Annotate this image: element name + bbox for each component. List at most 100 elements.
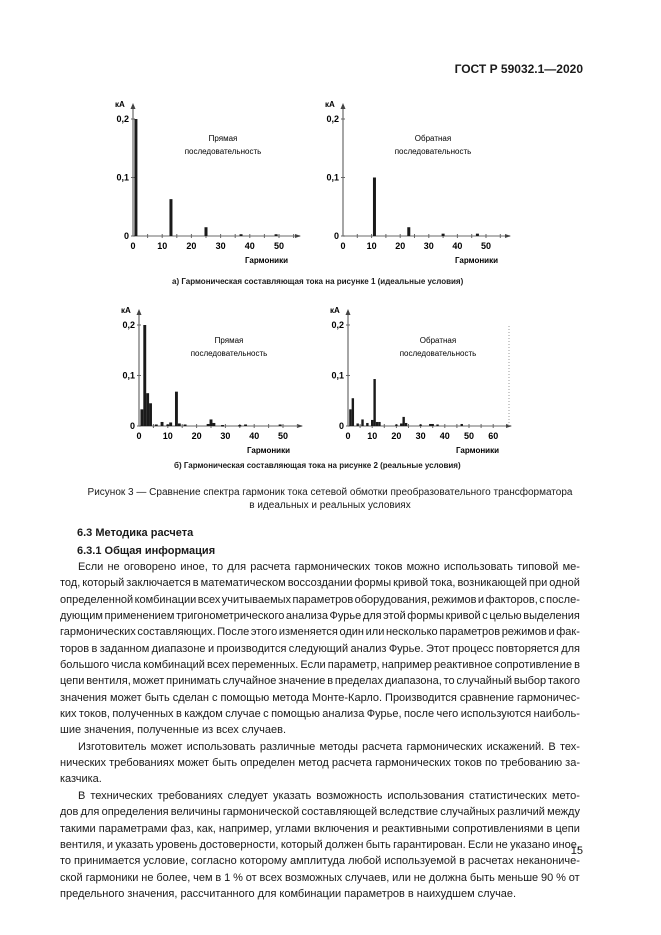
- text-line: определенной комбинации всех учитываемых пар…: [60, 593, 580, 606]
- y-axis-label: кА: [121, 306, 131, 315]
- harmonic-bar: [143, 325, 147, 426]
- x-tick-label: 50: [464, 431, 474, 441]
- y-tick-label: 0,1: [331, 371, 344, 381]
- harmonic-bar: [375, 421, 379, 426]
- x-tick-label: 30: [416, 431, 426, 441]
- harmonic-bar: [174, 391, 178, 426]
- y-tick-label: 0,2: [326, 114, 339, 124]
- y-tick-label: 0,1: [122, 371, 135, 381]
- subsection-heading: 6.3.1 Общая информация: [77, 545, 216, 557]
- harmonic-bar: [183, 424, 187, 426]
- chart-a-negative-sequence: кА 0 0,1 0,2 0 10 20 30 40 50 Гармоники Обратная пос…: [325, 100, 511, 265]
- harmonic-bar: [361, 419, 364, 426]
- harmonic-bar: [407, 227, 411, 236]
- text-line: тод, который заключается в математическом вос…: [60, 577, 580, 590]
- harmonic-bar: [371, 419, 374, 426]
- y-tick-label: 0: [124, 231, 129, 241]
- sequence-annotation: последовательность: [191, 349, 268, 358]
- harmonic-bar: [441, 233, 445, 236]
- caption-line: Рисунок 3 — Сравнение спектра гармоник т…: [87, 487, 573, 498]
- text-line: вентиля, и указать уровень достоверности, кот…: [60, 838, 580, 851]
- harmonic-bar: [212, 422, 216, 426]
- harmonic-bar: [373, 379, 376, 426]
- harmonic-bar: [177, 423, 181, 426]
- harmonic-bar: [356, 423, 359, 426]
- x-tick-label: 30: [424, 241, 434, 251]
- chart-b-direct-sequence: кА 0 0,1 0,2 0 10 20 30 40 50 Гармоники Прямая после…: [121, 306, 303, 455]
- x-tick-label: 40: [245, 241, 255, 251]
- harmonic-bar: [351, 398, 355, 426]
- text-line: казчика.: [60, 773, 102, 786]
- harmonic-bar: [429, 423, 432, 426]
- x-tick-label: 10: [367, 241, 377, 251]
- harmonic-bar: [395, 424, 398, 426]
- text-line: ской гармоники не более, чем в 1% от всех возможн…: [60, 871, 580, 884]
- subcaption-a: а) Гармоническая составляющая тока на ри…: [172, 277, 464, 286]
- harmonic-bar: [169, 199, 173, 236]
- x-tick-label: 10: [157, 241, 167, 251]
- harmonic-bar: [274, 234, 278, 236]
- x-tick-label: 20: [391, 431, 401, 441]
- x-tick-label: 30: [220, 431, 230, 441]
- chart-b-negative-sequence: кА 0 0,1 0,2 0 10 20 30 40 50 60 Гармоники Обратная п…: [330, 306, 512, 455]
- text-line: значения может быть сделан с помощью метода Мон…: [60, 691, 580, 704]
- sequence-annotation: Обратная: [420, 336, 456, 345]
- harmonic-bar: [378, 421, 381, 426]
- harmonic-bar: [160, 421, 164, 426]
- x-tick-label: 20: [192, 431, 202, 441]
- x-tick-label: 0: [130, 241, 135, 251]
- x-tick-label: 20: [186, 241, 196, 251]
- text-line: шие значения, полученные из всех случаев.: [60, 724, 287, 737]
- y-axis-label: кА: [325, 100, 335, 109]
- harmonic-bar: [436, 424, 439, 426]
- harmonic-bar: [154, 424, 158, 426]
- x-axis-label: Гармоники: [456, 446, 499, 455]
- x-tick-label: 60: [488, 431, 498, 441]
- harmonic-bar: [140, 409, 144, 426]
- x-axis-arrow-icon: [295, 234, 301, 238]
- harmonic-bar: [402, 416, 405, 426]
- x-tick-label: 10: [163, 431, 173, 441]
- text-line: торов в заданном диапазоне и производится след…: [60, 642, 580, 655]
- section-heading: 6.3 Методика расчета: [77, 527, 194, 539]
- harmonic-bar: [149, 403, 152, 426]
- y-tick-label: 0: [334, 231, 339, 241]
- x-tick-label: 50: [481, 241, 491, 251]
- harmonic-bar: [278, 424, 282, 426]
- y-tick-label: 0,1: [116, 173, 129, 183]
- harmonic-bar: [239, 234, 243, 236]
- y-tick-label: 0,2: [331, 320, 344, 330]
- harmonic-bar: [419, 424, 422, 426]
- y-axis-label: кА: [330, 306, 340, 315]
- x-tick-label: 30: [216, 241, 226, 251]
- x-axis-label: Гармоники: [455, 256, 498, 265]
- text-line: такими параметрами фаз, как, например, углами…: [60, 822, 580, 835]
- y-axis-label: кА: [115, 100, 125, 109]
- harmonic-bar: [244, 424, 248, 426]
- sequence-annotation: последовательность: [395, 147, 472, 156]
- body-text: Если не оговорено иное, то для расчета гармонич…: [60, 559, 580, 902]
- page-number: 15: [570, 845, 583, 857]
- sequence-annotation: Прямая: [209, 134, 238, 143]
- x-axis-arrow-icon: [297, 424, 303, 428]
- x-tick-label: 0: [136, 431, 141, 441]
- x-tick-label: 20: [395, 241, 405, 251]
- x-tick-label: 40: [249, 431, 259, 441]
- x-tick-label: 10: [367, 431, 377, 441]
- harmonic-bar: [166, 424, 170, 426]
- x-axis-label: Гармоники: [247, 446, 290, 455]
- y-tick-label: 0,2: [116, 114, 129, 124]
- y-axis-arrow-icon: [340, 103, 346, 109]
- text-line: то принимается условие, согласно которому амп…: [60, 855, 580, 868]
- x-tick-label: 0: [340, 241, 345, 251]
- chart-a-direct-sequence: кА 0 0,1 0,2 0 10 20 30 40 50 Гармоники Прямая после…: [115, 100, 301, 265]
- harmonic-bar: [372, 177, 376, 236]
- y-tick-label: 0,2: [122, 320, 135, 330]
- harmonic-bar: [404, 422, 408, 426]
- x-axis-arrow-icon: [505, 234, 511, 238]
- y-tick-label: 0: [130, 421, 135, 431]
- harmonic-bar: [475, 233, 479, 236]
- harmonic-bar: [169, 422, 173, 426]
- harmonic-bar: [146, 393, 150, 426]
